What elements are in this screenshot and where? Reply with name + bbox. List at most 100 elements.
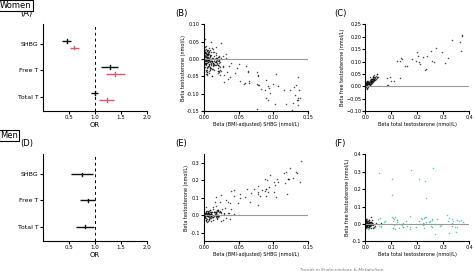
Point [214,214,222,219]
Point [207,212,214,216]
Point [364,222,371,226]
Point [403,64,410,68]
Point [208,67,216,71]
Point [258,188,266,192]
Point [283,192,291,196]
Point [293,98,301,102]
Point [296,96,304,100]
Point [416,60,423,64]
Point [364,86,371,90]
Point [201,50,209,55]
Point [214,66,222,70]
Point [398,56,405,60]
Point [362,82,370,86]
Point [280,171,288,175]
Point [204,209,211,214]
Point [208,210,215,214]
Point [368,80,376,85]
Point [209,207,217,212]
Point [201,211,209,215]
Point [207,212,215,216]
Point [370,78,378,83]
Point [370,78,378,82]
Point [363,83,371,88]
Point [222,198,229,202]
Point [366,221,374,225]
Point [364,222,372,226]
Point [389,215,397,220]
Point [433,217,441,221]
Point [212,59,220,63]
Point [201,58,209,63]
Point [205,64,212,68]
Point [209,64,217,69]
Point [365,80,372,85]
Point [214,71,221,75]
Point [219,64,227,68]
Point [419,221,427,225]
Point [216,69,223,73]
Point [216,60,224,64]
Point [444,56,451,60]
Point [388,222,395,226]
Point [214,69,222,73]
Point [365,218,373,222]
Point [363,218,370,222]
Point [366,78,374,82]
Point [201,214,209,218]
Point [210,210,218,214]
Point [293,170,301,175]
Point [212,60,220,64]
Point [204,51,212,56]
Point [429,166,437,170]
Point [207,68,214,72]
Point [375,171,383,175]
Point [201,62,209,66]
Point [202,57,210,61]
Point [220,212,228,216]
Text: Women: Women [0,1,32,10]
Point [363,80,370,84]
Point [271,102,279,107]
Point [210,68,218,72]
Point [393,218,401,222]
Point [204,60,212,64]
Point [370,78,377,82]
Point [202,211,210,215]
Point [399,222,406,226]
Point [217,192,225,197]
Point [452,230,460,234]
Point [383,75,391,80]
Point [215,60,222,65]
Point [208,52,215,57]
Point [201,212,209,216]
Point [262,186,269,191]
Point [365,82,373,86]
Point [364,219,371,223]
Point [458,222,465,226]
Point [365,82,373,86]
Point [203,65,211,69]
Point [208,66,215,70]
Point [366,222,374,227]
Point [201,210,208,215]
Point [207,50,215,54]
Point [365,81,372,85]
Point [363,222,370,227]
Point [204,50,212,54]
Point [428,218,436,222]
Point [230,212,238,217]
Point [390,79,398,83]
Point [217,69,225,73]
Point [387,75,394,80]
Point [208,214,216,219]
Point [205,213,212,218]
Point [213,195,220,199]
Point [364,82,372,86]
Point [213,58,220,62]
Point [205,212,213,216]
Point [291,93,299,98]
Point [201,45,209,49]
Point [365,220,373,224]
Point [253,82,261,86]
